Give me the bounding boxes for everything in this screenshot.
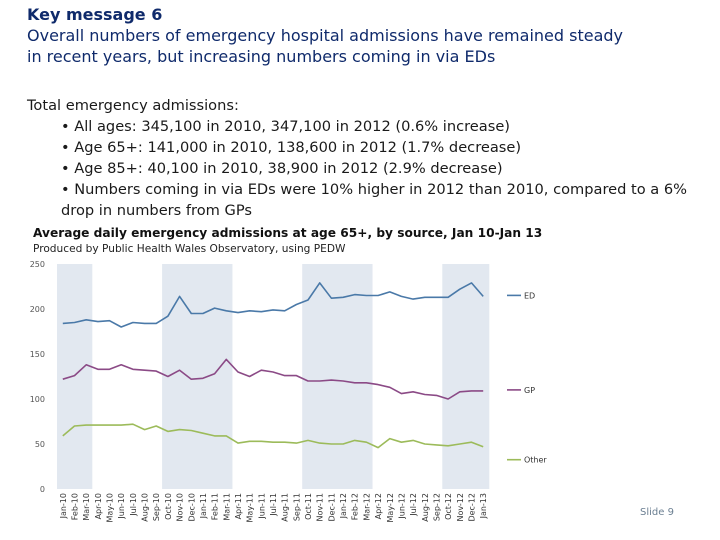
x-tick-label: Mar-12 [362, 493, 371, 521]
x-tick-label: Nov-10 [176, 493, 185, 521]
legend-label-ed: ED [524, 291, 535, 300]
chart-title: Average daily emergency admissions at ag… [33, 226, 543, 240]
x-tick-label: Sep-12 [432, 493, 441, 521]
bullet-all-ages: • All ages: 345,100 in 2010, 347,100 in … [61, 118, 510, 135]
shaded-band [80, 264, 93, 489]
key-message-title: Key message 6 [27, 5, 163, 24]
x-tick-label: Mar-10 [82, 493, 91, 521]
x-tick-label: Oct-10 [164, 493, 173, 520]
x-tick-label: Nov-12 [456, 493, 465, 521]
bullet-age-65: • Age 65+: 141,000 in 2010, 138,600 in 2… [61, 139, 522, 156]
shaded-band [360, 264, 373, 489]
legend-label-other: Other [524, 456, 547, 465]
shaded-band [57, 264, 69, 489]
key-message-line-2: in recent years, but increasing numbers … [27, 47, 496, 66]
y-tick-label: 150 [30, 350, 45, 359]
shaded-band [302, 264, 315, 489]
slide-heading: Key message 6 Overall numbers of emergen… [27, 4, 707, 67]
shaded-band [173, 264, 186, 489]
x-tick-label: Oct-11 [304, 493, 313, 520]
x-tick-label: Mar-11 [222, 493, 231, 521]
x-tick-label: Jun-12 [397, 493, 406, 520]
shaded-band [477, 264, 490, 489]
x-tick-label: Jun-11 [257, 493, 266, 520]
x-tick-label: Apr-10 [94, 493, 103, 519]
shaded-band [453, 264, 466, 489]
x-tick-label: May-10 [106, 493, 115, 522]
series-line-ed [62, 282, 484, 328]
shaded-band [465, 264, 478, 489]
x-tick-label: Sep-10 [152, 493, 161, 521]
bullet-glyph: • [61, 160, 70, 177]
x-tick-label: Aug-11 [281, 493, 290, 522]
x-tick-label: Nov-11 [316, 493, 325, 521]
shaded-band [197, 264, 210, 489]
bullet-glyph: • [61, 139, 70, 156]
legend-label-gp: GP [524, 386, 535, 395]
summary-intro: Total emergency admissions: [27, 97, 239, 114]
shaded-band [220, 264, 233, 489]
y-tick-label: 250 [30, 260, 45, 269]
bullet-glyph: • [61, 118, 70, 135]
x-tick-label: Jul-11 [269, 493, 278, 517]
x-tick-label: Aug-10 [141, 493, 150, 522]
x-tick-label: Jan-13 [479, 493, 488, 519]
y-tick-label: 100 [30, 395, 45, 404]
shaded-band [337, 264, 350, 489]
x-tick-label: Oct-12 [444, 493, 453, 520]
series-line-gp [62, 358, 484, 400]
shaded-band [325, 264, 338, 489]
shaded-band [208, 264, 221, 489]
x-tick-label: Sep-11 [292, 493, 301, 521]
key-message-line-1: Overall numbers of emergency hospital ad… [27, 26, 623, 45]
x-tick-label: Feb-10 [71, 493, 80, 520]
x-tick-label: Apr-11 [234, 493, 243, 519]
x-tick-label: May-11 [246, 493, 255, 522]
x-tick-label: Feb-12 [351, 493, 360, 520]
shaded-band [348, 264, 361, 489]
x-tick-label: Jul-10 [129, 493, 138, 517]
x-tick-label: Jan-12 [339, 493, 348, 519]
y-tick-label: 0 [40, 485, 45, 494]
slide-number: Slide 9 [640, 507, 674, 518]
shaded-band [185, 264, 198, 489]
shaded-band [442, 264, 455, 489]
x-tick-label: May-12 [386, 493, 395, 522]
bullet-ed-vs-gp: • Numbers coming in via EDs were 10% hig… [61, 181, 688, 219]
y-tick-label: 50 [35, 440, 45, 449]
shaded-band [313, 264, 326, 489]
x-tick-label: Aug-12 [421, 493, 430, 522]
y-tick-label: 200 [30, 305, 45, 314]
x-tick-label: Jan-10 [59, 493, 68, 519]
summary-text: Total emergency admissions: • All ages: … [27, 95, 717, 221]
x-tick-label: Jul-12 [409, 493, 418, 517]
shaded-band [68, 264, 81, 489]
x-tick-label: Dec-11 [327, 493, 336, 522]
bullet-age-85: • Age 85+: 40,100 in 2010, 38,900 in 201… [61, 160, 503, 177]
bullet-glyph: • [61, 181, 70, 198]
series-line-other [62, 423, 484, 449]
x-tick-label: Jan-11 [199, 493, 208, 519]
x-tick-label: Dec-10 [187, 493, 196, 522]
x-tick-label: Feb-11 [211, 493, 220, 520]
x-tick-label: Jun-10 [117, 493, 126, 520]
x-tick-label: Dec-12 [467, 493, 476, 522]
x-tick-label: Apr-12 [374, 493, 383, 519]
summary-bullets: • All ages: 345,100 in 2010, 347,100 in … [27, 116, 717, 221]
chart-subtitle: Produced by Public Health Wales Observat… [33, 243, 346, 255]
